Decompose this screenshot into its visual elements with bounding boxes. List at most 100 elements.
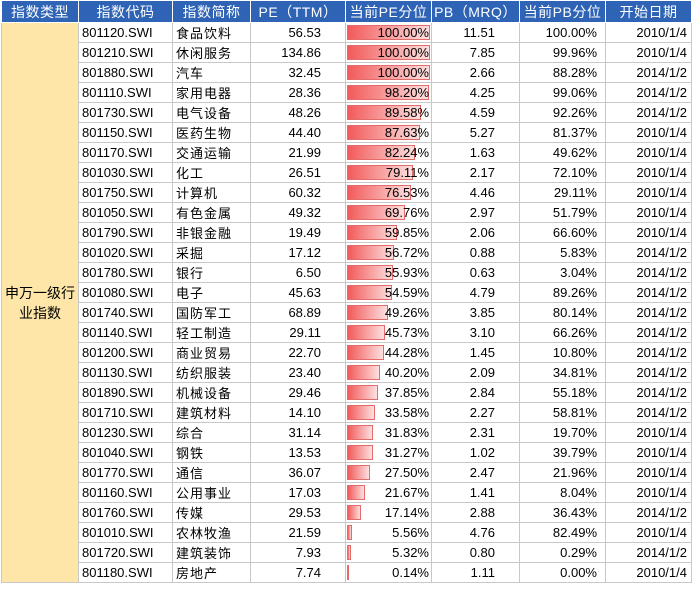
index-code-cell: 801710.SWI — [78, 402, 173, 423]
pe-ttm-cell: 13.53 — [250, 442, 346, 463]
pe-percentile-value: 100.00% — [377, 45, 429, 60]
start-date-cell: 2014/1/2 — [605, 502, 692, 523]
pe-percentile-cell: 33.58% — [345, 402, 432, 423]
pe-ttm-cell: 26.51 — [250, 162, 346, 183]
table-row: 801890.SWI 机械设备 29.46 37.85% 2.84 55.18% 2014/… — [2, 382, 692, 403]
pe-ttm-cell: 23.40 — [250, 362, 346, 383]
pb-mrq-cell: 2.97 — [431, 202, 520, 223]
table-row: 801210.SWI 休闲服务 134.86 100.00% 7.85 99.96% 201… — [2, 42, 692, 63]
pe-ttm-cell: 44.40 — [250, 122, 346, 143]
pe-percentile-cell: 69.76% — [345, 202, 432, 223]
start-date-cell: 2010/1/4 — [605, 22, 692, 43]
pb-mrq-cell: 4.25 — [431, 82, 520, 103]
pe-percentile-cell: 82.24% — [345, 142, 432, 163]
index-code-cell: 801730.SWI — [78, 102, 173, 123]
pb-percentile-cell: 10.80% — [519, 342, 606, 363]
start-date-cell: 2010/1/4 — [605, 42, 692, 63]
pe-percentile-value: 17.14% — [384, 505, 429, 520]
index-name-cell: 钢铁 — [172, 442, 251, 463]
pe-ttm-cell: 14.10 — [250, 402, 346, 423]
pe-ttm-cell: 6.50 — [250, 262, 346, 283]
pe-percentile-value: 59.85% — [384, 225, 429, 240]
pe-ttm-cell: 17.03 — [250, 482, 346, 503]
start-date-cell: 2010/1/4 — [605, 162, 692, 183]
pe-percentile-cell: 17.14% — [345, 502, 432, 523]
pe-ttm-cell: 68.89 — [250, 302, 346, 323]
table-row: 801030.SWI 化工 26.51 79.11% 2.17 72.10% 2010/1/… — [2, 162, 692, 183]
index-name-cell: 公用事业 — [172, 482, 251, 503]
index-name-cell: 纺织服装 — [172, 362, 251, 383]
pb-mrq-cell: 2.88 — [431, 502, 520, 523]
index-name-cell: 交通运输 — [172, 142, 251, 163]
pe-percentile-value: 45.73% — [384, 325, 429, 340]
pe-percentile-bar — [347, 565, 349, 580]
index-code-cell: 801180.SWI — [78, 562, 173, 583]
pb-percentile-cell: 72.10% — [519, 162, 606, 183]
pb-mrq-cell: 0.80 — [431, 542, 520, 563]
index-name-cell: 汽车 — [172, 62, 251, 83]
index-name-cell: 传媒 — [172, 502, 251, 523]
index-code-cell: 801790.SWI — [78, 222, 173, 243]
pe-percentile-bar — [347, 465, 370, 480]
index-code-cell: 801890.SWI — [78, 382, 173, 403]
pb-percentile-cell: 58.81% — [519, 402, 606, 423]
pb-mrq-cell: 2.09 — [431, 362, 520, 383]
pe-percentile-bar — [347, 245, 395, 260]
pe-percentile-value: 40.20% — [384, 365, 429, 380]
pb-percentile-cell: 51.79% — [519, 202, 606, 223]
index-name-cell: 通信 — [172, 462, 251, 483]
index-code-cell: 801120.SWI — [78, 22, 173, 43]
pe-percentile-value: 69.76% — [384, 205, 429, 220]
pb-percentile-cell: 66.26% — [519, 322, 606, 343]
pe-percentile-bar — [347, 365, 381, 380]
index-code-cell: 801880.SWI — [78, 62, 173, 83]
pe-percentile-value: 56.72% — [384, 245, 429, 260]
pe-percentile-value: 54.59% — [384, 285, 429, 300]
pe-percentile-cell: 59.85% — [345, 222, 432, 243]
index-code-cell: 801720.SWI — [78, 542, 173, 563]
pe-percentile-cell: 21.67% — [345, 482, 432, 503]
header-index-name: 指数简称 — [172, 0, 251, 23]
pe-percentile-cell: 100.00% — [345, 22, 432, 43]
pe-percentile-cell: 27.50% — [345, 462, 432, 483]
pe-percentile-value: 100.00% — [377, 25, 429, 40]
table-row: 801760.SWI 传媒 29.53 17.14% 2.88 36.43% 2014/1/… — [2, 502, 692, 523]
pb-mrq-cell: 1.02 — [431, 442, 520, 463]
table-row: 801710.SWI 建筑材料 14.10 33.58% 2.27 58.81% 2014/… — [2, 402, 692, 423]
pb-percentile-cell: 0.00% — [519, 562, 606, 583]
table-row: 801050.SWI 有色金属 49.32 69.76% 2.97 51.79% 2010/… — [2, 202, 692, 223]
pe-percentile-value: 44.28% — [384, 345, 429, 360]
pe-percentile-cell: 56.72% — [345, 242, 432, 263]
index-name-cell: 银行 — [172, 262, 251, 283]
pb-percentile-cell: 100.00% — [519, 22, 606, 43]
pe-percentile-bar — [347, 205, 405, 220]
pb-percentile-cell: 8.04% — [519, 482, 606, 503]
pe-percentile-value: 79.11% — [385, 165, 429, 180]
pb-percentile-cell: 19.70% — [519, 422, 606, 443]
pb-percentile-cell: 34.81% — [519, 362, 606, 383]
table-body: 申万一级行业指数 801120.SWI 食品饮料 56.53 100.00% 11.51 1… — [1, 22, 692, 583]
table-row: 801170.SWI 交通运输 21.99 82.24% 1.63 49.62% 2010/… — [2, 142, 692, 163]
pb-percentile-cell: 39.79% — [519, 442, 606, 463]
pe-ttm-cell: 29.46 — [250, 382, 346, 403]
start-date-cell: 2014/1/2 — [605, 102, 692, 123]
index-code-cell: 801740.SWI — [78, 302, 173, 323]
start-date-cell: 2010/1/4 — [605, 122, 692, 143]
pb-percentile-cell: 80.14% — [519, 302, 606, 323]
index-code-cell: 801760.SWI — [78, 502, 173, 523]
start-date-cell: 2014/1/2 — [605, 62, 692, 83]
header-pb-percentile: 当前PB分位 — [519, 0, 606, 23]
pe-ttm-cell: 134.86 — [250, 42, 346, 63]
index-name-cell: 商业贸易 — [172, 342, 251, 363]
pe-ttm-cell: 56.53 — [250, 22, 346, 43]
pe-percentile-value: 89.58% — [384, 105, 429, 120]
table-row: 801080.SWI 电子 45.63 54.59% 4.79 89.26% 2014/1/… — [2, 282, 692, 303]
header-start-date: 开始日期 — [605, 0, 692, 23]
pb-mrq-cell: 1.11 — [431, 562, 520, 583]
index-code-cell: 801770.SWI — [78, 462, 173, 483]
pe-percentile-cell: 31.83% — [345, 422, 432, 443]
pb-percentile-cell: 55.18% — [519, 382, 606, 403]
pe-ttm-cell: 60.32 — [250, 182, 346, 203]
index-code-cell: 801010.SWI — [78, 522, 173, 543]
pe-percentile-bar — [347, 525, 352, 540]
